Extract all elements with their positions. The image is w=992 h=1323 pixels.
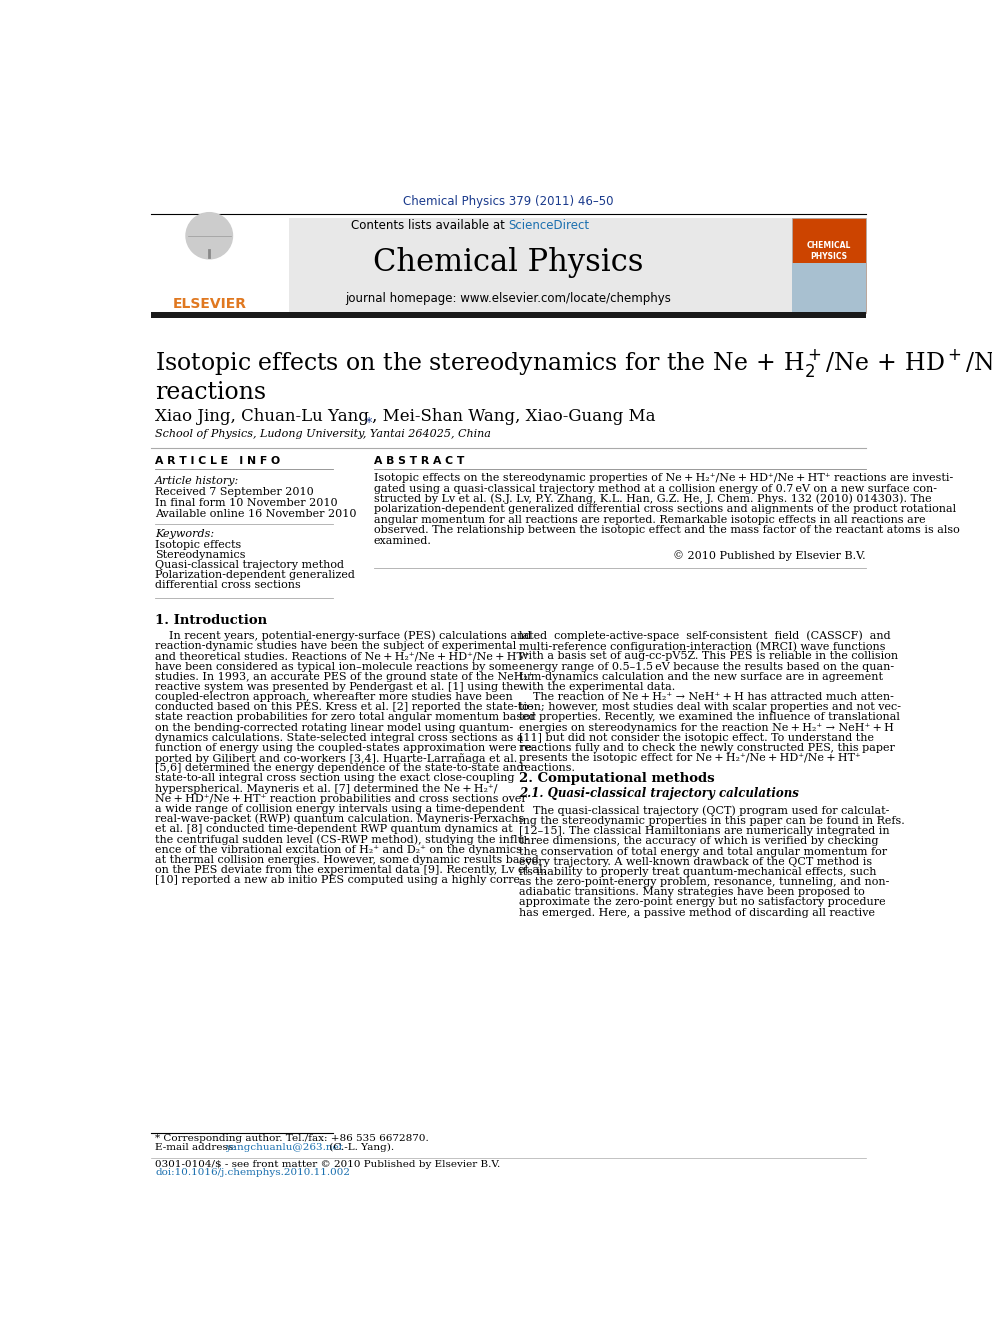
- Text: ScienceDirect: ScienceDirect: [509, 220, 589, 233]
- Text: Chemical Physics 379 (2011) 46–50: Chemical Physics 379 (2011) 46–50: [403, 194, 614, 208]
- Text: Isotopic effects on the stereodynamics for the Ne$\,+\,$H$_2^+$/Ne$\,+\,$HD$^+$/: Isotopic effects on the stereodynamics f…: [155, 347, 992, 378]
- FancyBboxPatch shape: [792, 263, 866, 312]
- Text: as the zero-point-energy problem, resonance, tunneling, and non-: as the zero-point-energy problem, resona…: [519, 877, 890, 888]
- Text: journal homepage: www.elsevier.com/locate/chemphys: journal homepage: www.elsevier.com/locat…: [345, 292, 672, 306]
- Text: polarization-dependent generalized differential cross sections and alignments of: polarization-dependent generalized diffe…: [374, 504, 955, 515]
- Text: hyperspherical. Mayneris et al. [7] determined the Ne + H₂⁺/: hyperspherical. Mayneris et al. [7] dete…: [155, 783, 498, 794]
- Text: reaction-dynamic studies have been the subject of experimental: reaction-dynamic studies have been the s…: [155, 642, 516, 651]
- Text: Xiao Jing, Chuan-Lu Yang: Xiao Jing, Chuan-Lu Yang: [155, 409, 374, 425]
- Text: The quasi-classical trajectory (QCT) program used for calculat-: The quasi-classical trajectory (QCT) pro…: [519, 806, 890, 816]
- Text: at thermal collision energies. However, some dynamic results based: at thermal collision energies. However, …: [155, 855, 539, 865]
- Text: Isotopic effects on the stereodynamic properties of Ne + H₂⁺/Ne + HD⁺/Ne + HT⁺ r: Isotopic effects on the stereodynamic pr…: [374, 474, 952, 483]
- Text: with the experimental data.: with the experimental data.: [519, 681, 676, 692]
- FancyBboxPatch shape: [151, 218, 289, 312]
- Text: *: *: [366, 417, 372, 430]
- Text: CHEMICAL
PHYSICS: CHEMICAL PHYSICS: [806, 242, 851, 261]
- Text: tion; however, most studies deal with scalar properties and not vec-: tion; however, most studies deal with sc…: [519, 703, 902, 712]
- Text: ing the stereodynamic properties in this paper can be found in Refs.: ing the stereodynamic properties in this…: [519, 816, 905, 826]
- Text: angular momentum for all reactions are reported. Remarkable isotopic effects in : angular momentum for all reactions are r…: [374, 515, 926, 525]
- Text: ported by Gilibert and co-workers [3,4]. Huarte-Larrañaga et al.: ported by Gilibert and co-workers [3,4].…: [155, 753, 517, 763]
- FancyBboxPatch shape: [151, 218, 866, 312]
- Text: a wide range of collision energy intervals using a time-dependent: a wide range of collision energy interva…: [155, 804, 525, 814]
- Text: on the PES deviate from the experimental data [9]. Recently, Lv et al.: on the PES deviate from the experimental…: [155, 865, 547, 875]
- Text: and theoretical studies. Reactions of Ne + H₂⁺/Ne + HD⁺/Ne + HT⁺: and theoretical studies. Reactions of Ne…: [155, 651, 530, 662]
- Text: approximate the zero-point energy but no satisfactory procedure: approximate the zero-point energy but no…: [519, 897, 886, 908]
- Text: yangchuanlu@263.net: yangchuanlu@263.net: [225, 1143, 343, 1152]
- Text: presents the isotopic effect for Ne + H₂⁺/Ne + HD⁺/Ne + HT⁺: presents the isotopic effect for Ne + H₂…: [519, 753, 861, 763]
- Text: 2. Computational methods: 2. Computational methods: [519, 771, 715, 785]
- Text: energy range of 0.5–1.5 eV because the results based on the quan-: energy range of 0.5–1.5 eV because the r…: [519, 662, 895, 672]
- Text: Isotopic effects: Isotopic effects: [155, 540, 241, 549]
- Text: doi:10.1016/j.chemphys.2010.11.002: doi:10.1016/j.chemphys.2010.11.002: [155, 1168, 350, 1177]
- Text: A B S T R A C T: A B S T R A C T: [374, 456, 464, 467]
- Text: [11] but did not consider the isotopic effect. To understand the: [11] but did not consider the isotopic e…: [519, 733, 874, 742]
- Text: et al. [8] conducted time-dependent RWP quantum dynamics at: et al. [8] conducted time-dependent RWP …: [155, 824, 513, 835]
- Text: , Mei-Shan Wang, Xiao-Guang Ma: , Mei-Shan Wang, Xiao-Guang Ma: [372, 409, 656, 425]
- Text: 1. Introduction: 1. Introduction: [155, 614, 267, 627]
- Text: A R T I C L E   I N F O: A R T I C L E I N F O: [155, 456, 280, 467]
- Text: gated using a quasi-classical trajectory method at a collision energy of 0.7 eV : gated using a quasi-classical trajectory…: [374, 484, 936, 493]
- Text: energies on stereodynamics for the reaction Ne + H₂⁺ → NeH⁺ + H: energies on stereodynamics for the react…: [519, 722, 894, 733]
- Text: adiabatic transitions. Many strategies have been proposed to: adiabatic transitions. Many strategies h…: [519, 888, 865, 897]
- Text: dynamics calculations. State-selected integral cross sections as a: dynamics calculations. State-selected in…: [155, 733, 524, 742]
- Text: Polarization-dependent generalized: Polarization-dependent generalized: [155, 570, 355, 579]
- Text: Quasi-classical trajectory method: Quasi-classical trajectory method: [155, 560, 344, 569]
- Text: multi-reference configuration-interaction (MRCI) wave functions: multi-reference configuration-interactio…: [519, 642, 886, 652]
- Text: has emerged. Here, a passive method of discarding all reactive: has emerged. Here, a passive method of d…: [519, 908, 875, 918]
- Text: have been considered as typical ion–molecule reactions by some: have been considered as typical ion–mole…: [155, 662, 519, 672]
- Text: the centrifugal sudden level (CS-RWP method), studying the influ-: the centrifugal sudden level (CS-RWP met…: [155, 835, 529, 844]
- Text: In final form 10 November 2010: In final form 10 November 2010: [155, 497, 337, 508]
- Text: tor properties. Recently, we examined the influence of translational: tor properties. Recently, we examined th…: [519, 713, 900, 722]
- Text: (C.-L. Yang).: (C.-L. Yang).: [325, 1143, 394, 1152]
- Text: 0301-0104/$ - see front matter © 2010 Published by Elsevier B.V.: 0301-0104/$ - see front matter © 2010 Pu…: [155, 1160, 500, 1170]
- Text: reactive system was presented by Pendergast et al. [1] using the: reactive system was presented by Penderg…: [155, 681, 520, 692]
- Text: * Corresponding author. Tel./fax: +86 535 6672870.: * Corresponding author. Tel./fax: +86 53…: [155, 1134, 429, 1143]
- FancyBboxPatch shape: [792, 218, 866, 312]
- Text: In recent years, potential-energy-surface (PES) calculations and: In recent years, potential-energy-surfac…: [155, 631, 532, 642]
- Text: reactions: reactions: [155, 381, 266, 404]
- Text: Stereodynamics: Stereodynamics: [155, 549, 245, 560]
- Text: observed. The relationship between the isotopic effect and the mass factor of th: observed. The relationship between the i…: [374, 525, 959, 536]
- Text: Article history:: Article history:: [155, 476, 239, 486]
- Text: Received 7 September 2010: Received 7 September 2010: [155, 487, 313, 497]
- Text: studies. In 1993, an accurate PES of the ground state of the NeH₂⁺: studies. In 1993, an accurate PES of the…: [155, 672, 534, 681]
- Text: structed by Lv et al. (S.J. Lv, P.Y. Zhang, K.L. Han, G.Z. He, J. Chem. Phys. 13: structed by Lv et al. (S.J. Lv, P.Y. Zha…: [374, 493, 931, 504]
- Text: function of energy using the coupled-states approximation were re-: function of energy using the coupled-sta…: [155, 744, 536, 753]
- Text: E-mail address:: E-mail address:: [155, 1143, 240, 1152]
- Circle shape: [186, 213, 232, 259]
- Text: 2.1. Quasi-classical trajectory calculations: 2.1. Quasi-classical trajectory calculat…: [519, 787, 800, 800]
- Text: Chemical Physics: Chemical Physics: [373, 247, 644, 278]
- Text: its inability to properly treat quantum-mechanical effects, such: its inability to properly treat quantum-…: [519, 867, 877, 877]
- Text: examined.: examined.: [374, 536, 432, 545]
- Text: Keywords:: Keywords:: [155, 529, 214, 538]
- Text: lated  complete-active-space  self-consistent  field  (CASSCF)  and: lated complete-active-space self-consist…: [519, 631, 891, 642]
- Text: conducted based on this PES. Kress et al. [2] reported the state-to-: conducted based on this PES. Kress et al…: [155, 703, 533, 712]
- Text: The reaction of Ne + H₂⁺ → NeH⁺ + H has attracted much atten-: The reaction of Ne + H₂⁺ → NeH⁺ + H has …: [519, 692, 894, 703]
- Text: state reaction probabilities for zero total angular momentum based: state reaction probabilities for zero to…: [155, 713, 536, 722]
- Text: state-to-all integral cross section using the exact close-coupling: state-to-all integral cross section usin…: [155, 774, 515, 783]
- Text: Ne + HD⁺/Ne + HT⁺ reaction probabilities and cross sections over: Ne + HD⁺/Ne + HT⁺ reaction probabilities…: [155, 794, 527, 804]
- Text: [10] reported a new ab initio PES computed using a highly corre-: [10] reported a new ab initio PES comput…: [155, 875, 524, 885]
- Text: differential cross sections: differential cross sections: [155, 579, 301, 590]
- Text: three dimensions, the accuracy of which is verified by checking: three dimensions, the accuracy of which …: [519, 836, 879, 847]
- Bar: [151, 312, 866, 318]
- Text: School of Physics, Ludong University, Yantai 264025, China: School of Physics, Ludong University, Ya…: [155, 430, 491, 439]
- Text: ELSEVIER: ELSEVIER: [173, 296, 246, 311]
- Text: reactions.: reactions.: [519, 763, 575, 773]
- Text: on the bending-corrected rotating linear model using quantum-: on the bending-corrected rotating linear…: [155, 722, 513, 733]
- Text: Contents lists available at: Contents lists available at: [351, 220, 509, 233]
- Text: every trajectory. A well-known drawback of the QCT method is: every trajectory. A well-known drawback …: [519, 857, 872, 867]
- Text: ence of the vibrational excitation of H₂⁺ and D₂⁺ on the dynamics: ence of the vibrational excitation of H₂…: [155, 844, 522, 855]
- Text: [12–15]. The classical Hamiltonians are numerically integrated in: [12–15]. The classical Hamiltonians are …: [519, 827, 890, 836]
- Text: reactions fully and to check the newly constructed PES, this paper: reactions fully and to check the newly c…: [519, 744, 895, 753]
- Text: tum-dynamics calculation and the new surface are in agreement: tum-dynamics calculation and the new sur…: [519, 672, 883, 681]
- Text: Available online 16 November 2010: Available online 16 November 2010: [155, 509, 356, 519]
- Text: coupled-electron approach, whereafter more studies have been: coupled-electron approach, whereafter mo…: [155, 692, 513, 703]
- Text: [5,6] determined the energy dependence of the state-to-state and: [5,6] determined the energy dependence o…: [155, 763, 524, 773]
- Text: © 2010 Published by Elsevier B.V.: © 2010 Published by Elsevier B.V.: [673, 550, 866, 561]
- Text: real-wave-packet (RWP) quantum calculation. Mayneris-Perxachs: real-wave-packet (RWP) quantum calculati…: [155, 814, 524, 824]
- Text: with a basis set of aug-cc-pV5Z. This PES is reliable in the collision: with a basis set of aug-cc-pV5Z. This PE…: [519, 651, 899, 662]
- Text: the conservation of total energy and total angular momentum for: the conservation of total energy and tot…: [519, 847, 888, 856]
